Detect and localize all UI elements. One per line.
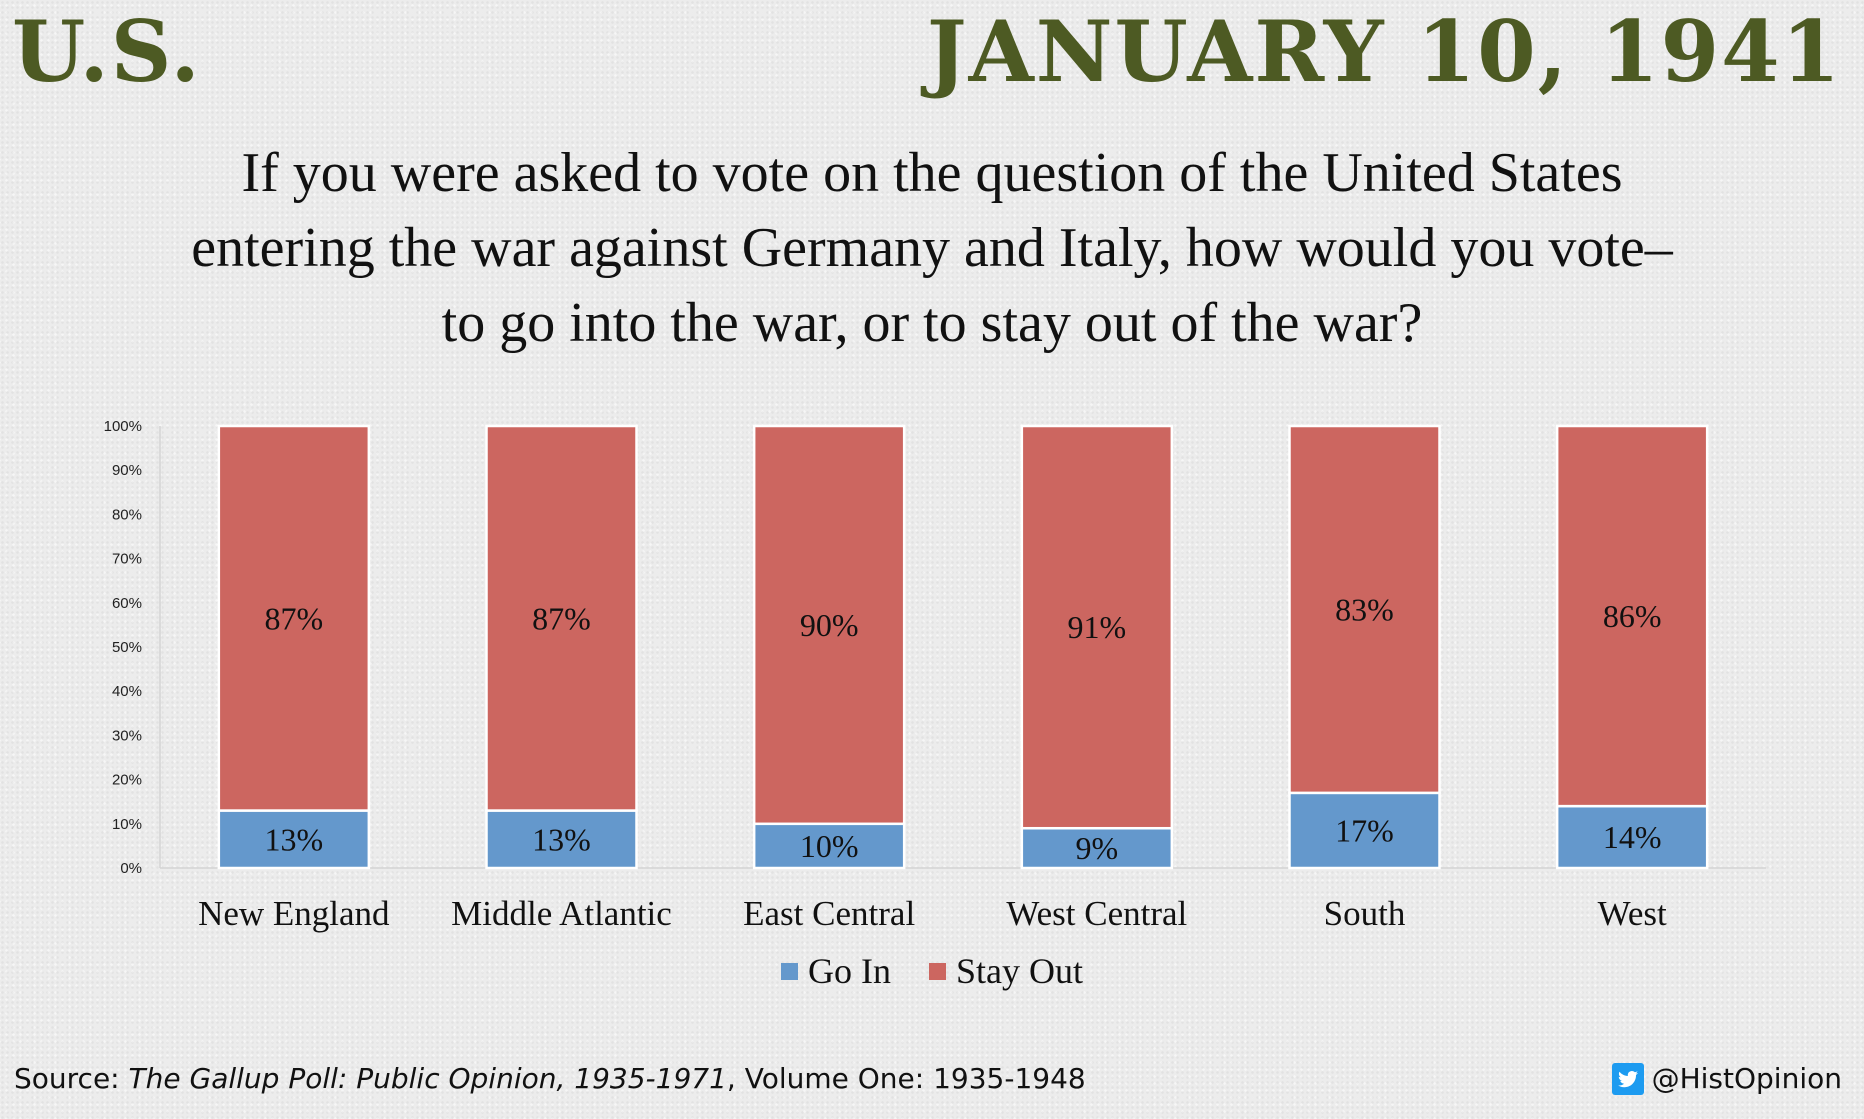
source-title: The Gallup Poll: Public Opinion, 1935-19… <box>128 1062 727 1095</box>
y-tick-label: 80% <box>112 506 142 523</box>
x-category-label: Middle Atlantic <box>451 894 672 933</box>
source-suffix: , Volume One: 1935-1948 <box>726 1062 1086 1095</box>
x-category-label: West Central <box>1006 894 1187 933</box>
data-label: 9% <box>1076 830 1119 866</box>
x-category-label: West <box>1598 894 1667 933</box>
bar-segment-stay-out <box>752 424 906 826</box>
data-label: 87% <box>265 600 324 636</box>
question-line: If you were asked to vote on the questio… <box>241 142 1623 204</box>
bar-segment-stay-out <box>1555 424 1709 808</box>
y-tick-label: 70% <box>112 551 142 568</box>
y-tick-label: 100% <box>104 418 142 435</box>
x-category-label: New England <box>198 894 390 933</box>
header-date: JANUARY 10, 1941 <box>926 2 1842 101</box>
data-label: 14% <box>1603 819 1662 855</box>
y-tick-label: 30% <box>112 727 142 744</box>
chart-legend: Go In Stay Out <box>0 950 1864 992</box>
stacked-bar-chart: 0% 10% 20% 30% 40% 50% 60% 70% 80% 90% 100% 13% 87% N… <box>104 418 1766 933</box>
x-category-label: South <box>1324 894 1406 933</box>
data-label: 10% <box>800 828 859 864</box>
legend-swatch-go-in <box>780 962 798 980</box>
bar-segment-go-in <box>1555 804 1709 870</box>
y-tick-label: 10% <box>112 816 142 833</box>
bar-segment-go-in <box>1020 826 1174 870</box>
y-tick-label: 0% <box>120 860 142 877</box>
twitter-handle-text: @HistOpinion <box>1651 1062 1842 1095</box>
data-label: 90% <box>800 607 859 643</box>
question-line: to go into the war, or to stay out of th… <box>441 292 1423 354</box>
legend-item-stay-out: Stay Out <box>928 950 1083 992</box>
question-line: entering the war against Germany and Ita… <box>191 217 1673 279</box>
legend-item-go-in: Go In <box>780 950 891 992</box>
y-tick-label: 40% <box>112 683 142 700</box>
twitter-bird-icon <box>1611 1062 1644 1095</box>
twitter-handle[interactable]: @HistOpinion <box>1611 1062 1842 1095</box>
data-label: 17% <box>1335 812 1394 848</box>
legend-swatch-stay-out <box>928 962 946 980</box>
question-text: If you were asked to vote on the questio… <box>80 136 1784 361</box>
bar-segment-stay-out <box>217 424 371 812</box>
bar-segment-stay-out <box>485 424 638 812</box>
header-country: U.S. <box>12 2 202 101</box>
data-label: 87% <box>532 600 591 636</box>
bar-segment-stay-out <box>1288 424 1441 795</box>
legend-label-stay-out: Stay Out <box>955 951 1083 991</box>
legend-label-go-in: Go In <box>807 951 891 991</box>
x-category-label: East Central <box>743 894 915 933</box>
y-tick-label: 90% <box>112 462 142 479</box>
data-label: 13% <box>532 821 591 857</box>
bar-segment-stay-out <box>1020 424 1174 830</box>
bar-segment-go-in <box>1288 791 1441 870</box>
bar-segment-go-in <box>217 809 371 870</box>
data-label: 83% <box>1335 591 1394 627</box>
y-tick-label: 50% <box>112 639 142 656</box>
y-tick-label: 60% <box>112 595 142 612</box>
bar-segment-go-in <box>485 809 638 870</box>
source-citation: Source: The Gallup Poll: Public Opinion,… <box>14 1062 1086 1095</box>
data-label: 86% <box>1603 598 1662 634</box>
y-tick-label: 20% <box>112 772 142 789</box>
source-prefix: Source: <box>14 1062 129 1095</box>
data-label: 13% <box>265 821 324 857</box>
data-label: 91% <box>1068 609 1127 645</box>
